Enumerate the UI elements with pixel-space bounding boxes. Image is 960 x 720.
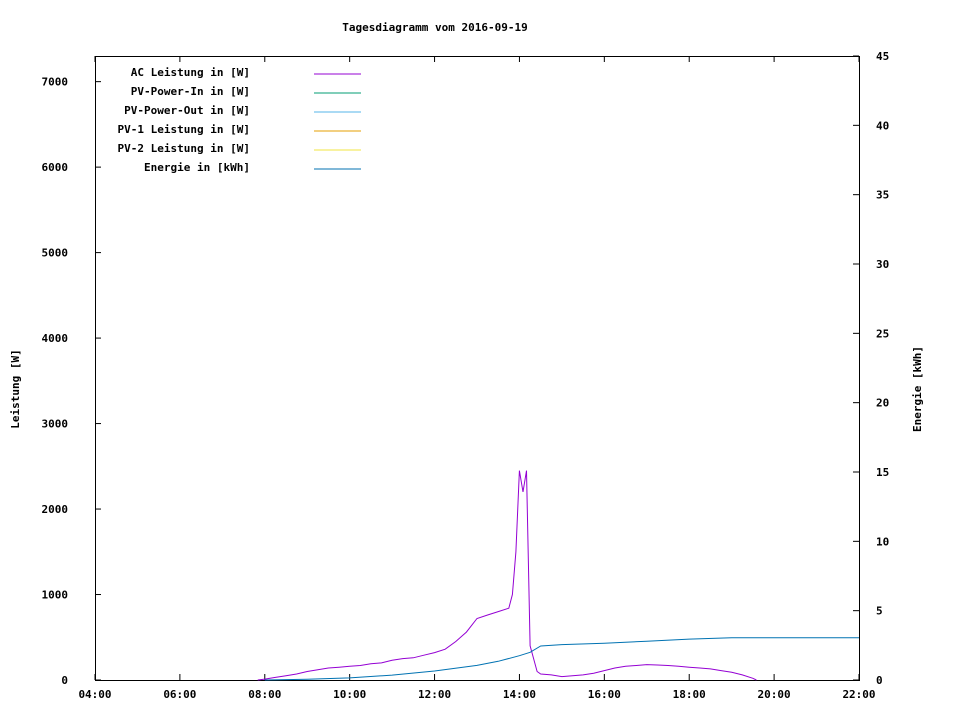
series-line-6 xyxy=(264,637,859,681)
y-tick-label: 4000 xyxy=(42,332,69,345)
y2-tick-label: 10 xyxy=(876,535,889,548)
y2-tick-label: 0 xyxy=(876,674,883,687)
legend: AC Leistung in [W] PV-Power-In in [W] PV-P… xyxy=(118,66,361,174)
legend-label-3: PV-Power-Out in [W] xyxy=(124,104,250,117)
legend-label-2: PV-Power-In in [W] xyxy=(131,85,250,98)
legend-label-6: Energie in [kWh] xyxy=(144,161,250,174)
series-line-1 xyxy=(257,470,757,681)
y2-tick-label: 35 xyxy=(876,189,889,202)
y-tick-label: 3000 xyxy=(42,418,69,431)
y2-tick-label: 45 xyxy=(876,50,889,63)
y2-axis-label: Energie [kWh] xyxy=(911,346,924,432)
legend-label-5: PV-2 Leistung in [W] xyxy=(118,142,250,155)
y2-tick-label: 15 xyxy=(876,466,889,479)
x-tick-label: 22:00 xyxy=(842,688,875,701)
x-tick-label: 16:00 xyxy=(588,688,621,701)
axis-ticks: 04:00 06:00 08:00 10:00 12:00 14:00 16:00 18:00… xyxy=(42,50,890,701)
plot-frame xyxy=(95,56,860,681)
y2-tick-label: 5 xyxy=(876,605,883,618)
x-tick-label: 06:00 xyxy=(163,688,196,701)
y-tick-label: 1000 xyxy=(42,589,69,602)
x-tick-label: 08:00 xyxy=(248,688,281,701)
y2-tick-label: 25 xyxy=(876,327,889,340)
series-layer xyxy=(257,470,859,681)
y-axis-label: Leistung [W] xyxy=(9,349,22,428)
y-tick-label: 6000 xyxy=(42,161,69,174)
y-tick-label: 2000 xyxy=(42,503,69,516)
y2-tick-label: 20 xyxy=(876,397,889,410)
y2-tick-label: 40 xyxy=(876,119,889,132)
x-tick-label: 04:00 xyxy=(78,688,111,701)
x-tick-label: 14:00 xyxy=(503,688,536,701)
x-tick-label: 12:00 xyxy=(418,688,451,701)
legend-label-4: PV-1 Leistung in [W] xyxy=(118,123,250,136)
x-tick-label: 10:00 xyxy=(333,688,366,701)
legend-label-1: AC Leistung in [W] xyxy=(131,66,250,79)
x-tick-label: 20:00 xyxy=(758,688,791,701)
chart-title: Tagesdiagramm vom 2016-09-19 xyxy=(342,21,527,34)
x-tick-label: 18:00 xyxy=(673,688,706,701)
y-tick-label: 0 xyxy=(61,674,68,687)
y2-tick-label: 30 xyxy=(876,258,889,271)
y-tick-label: 7000 xyxy=(42,76,69,89)
y-tick-label: 5000 xyxy=(42,247,69,260)
